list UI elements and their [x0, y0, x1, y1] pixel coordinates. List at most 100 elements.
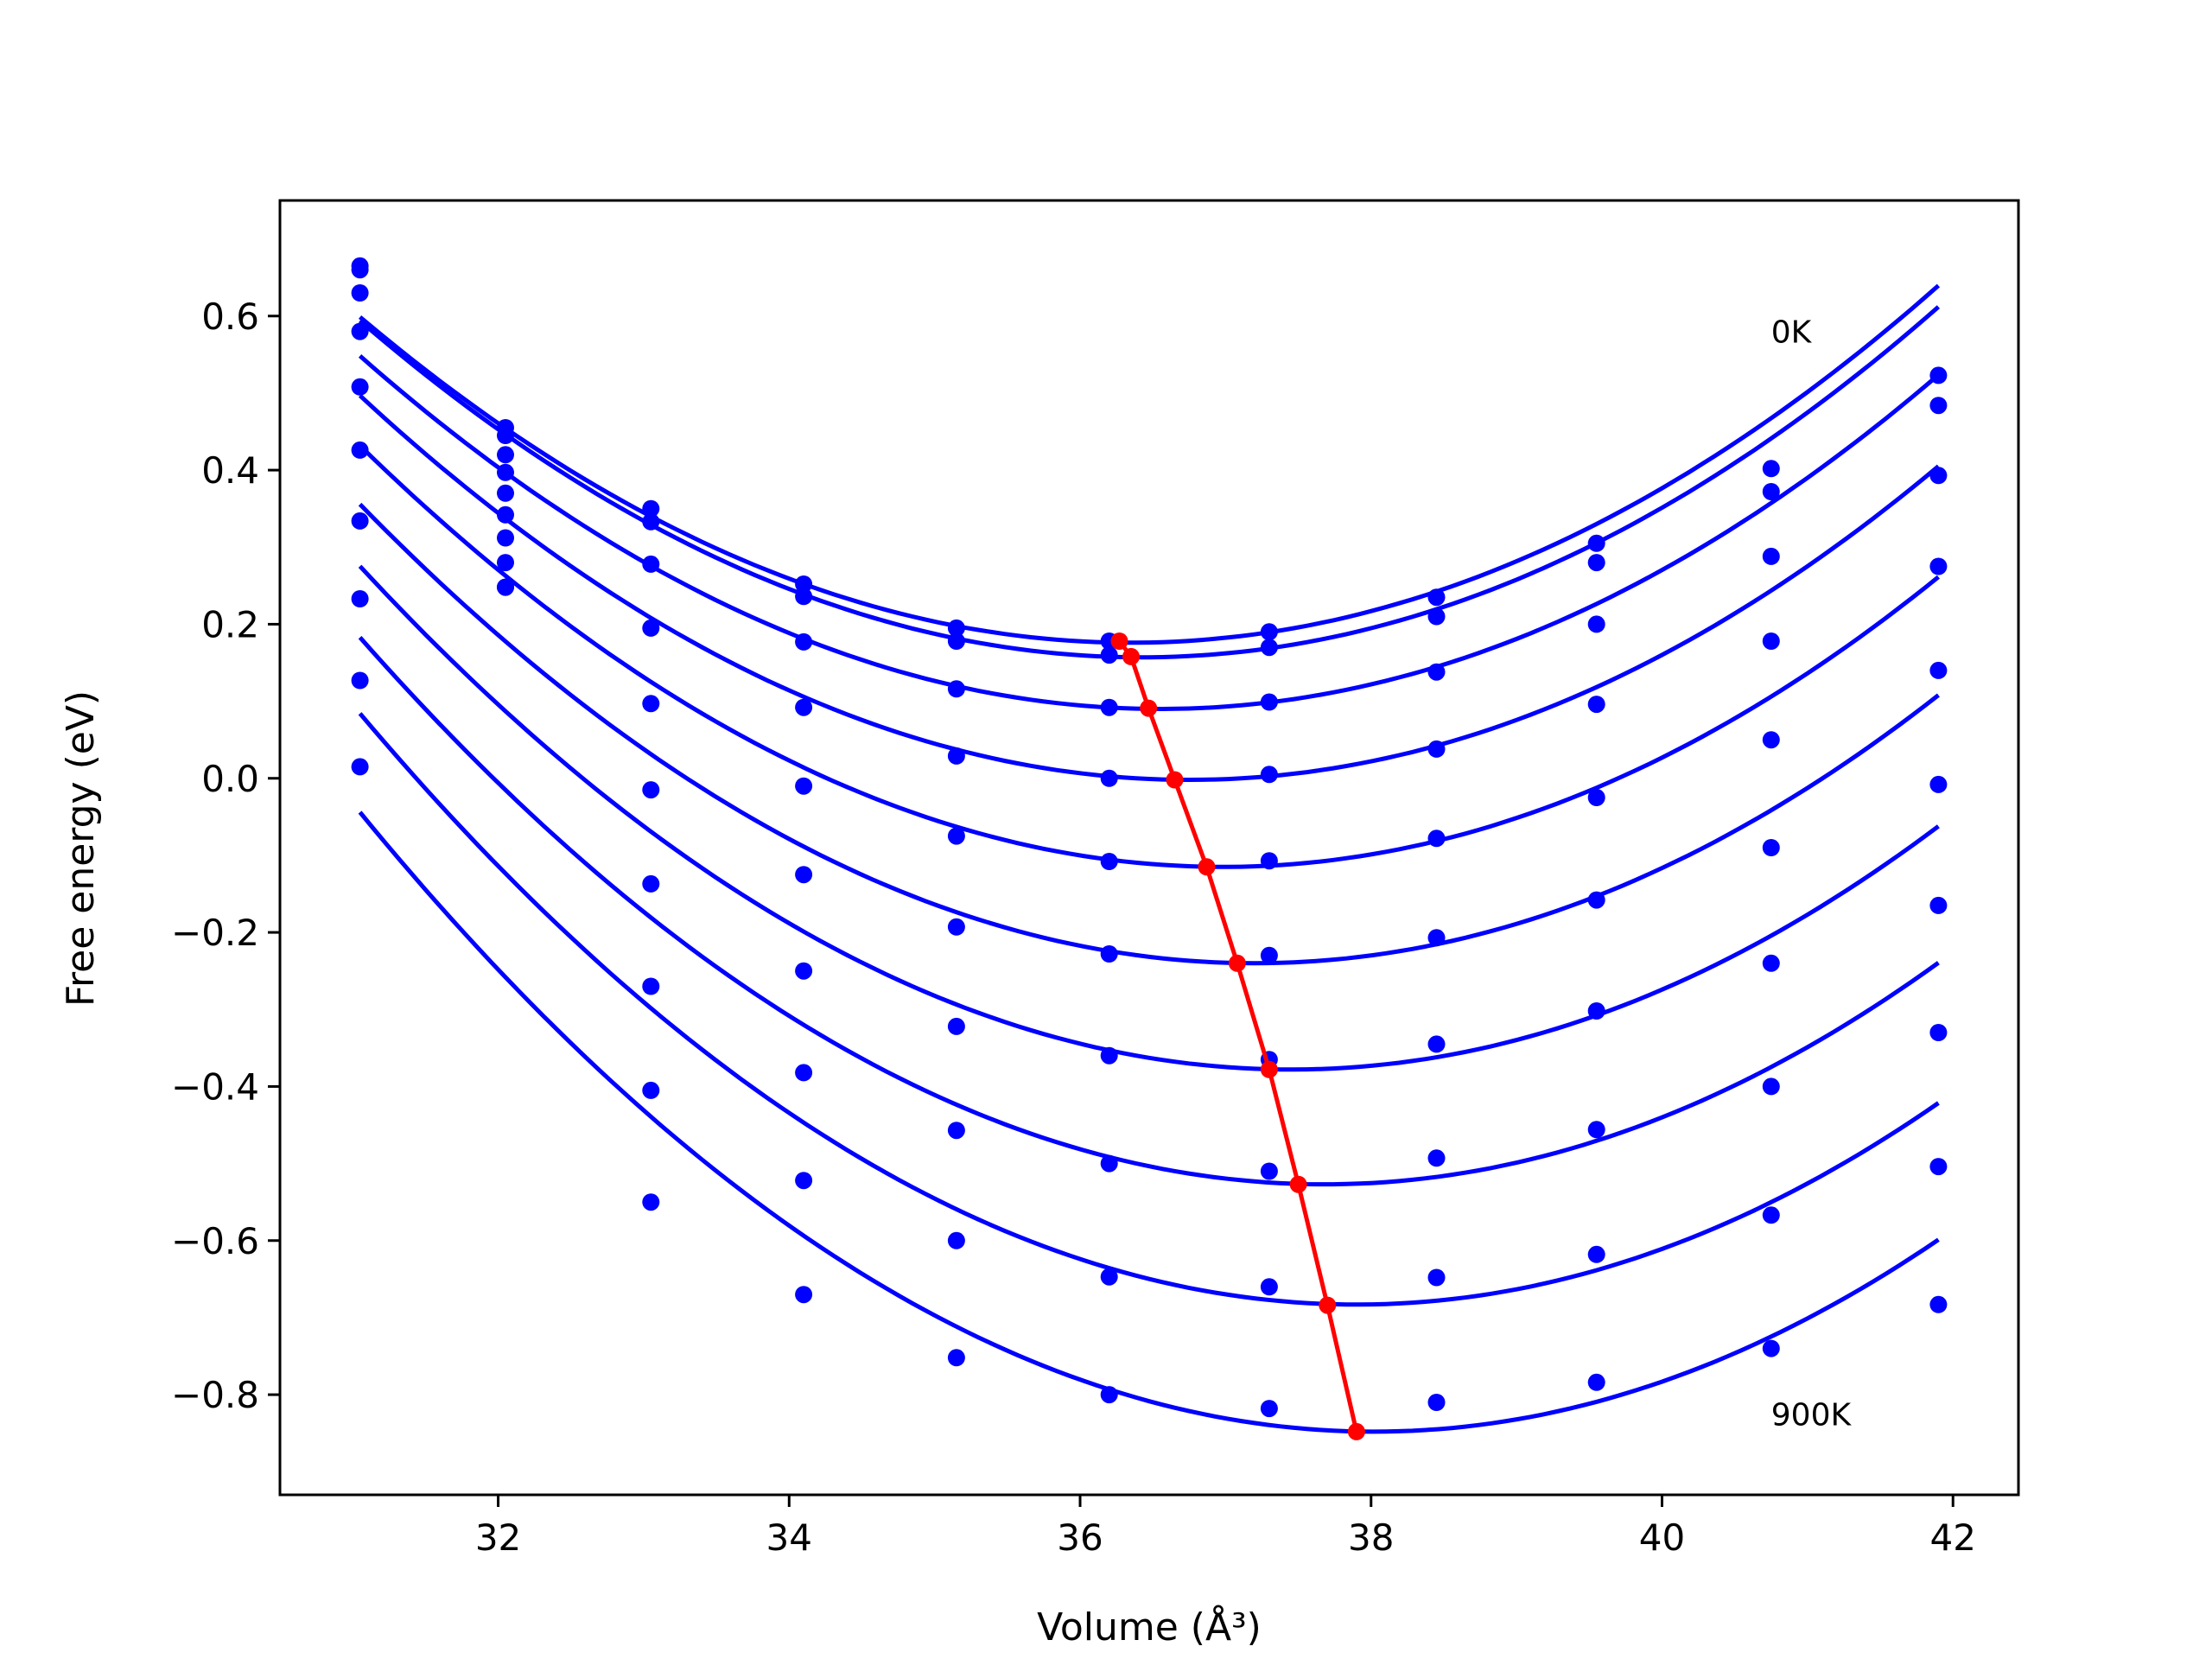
data-point [947, 1349, 965, 1367]
data-point [1260, 766, 1278, 784]
data-point [1260, 639, 1278, 657]
data-point [1762, 1206, 1780, 1224]
minimum-point [1260, 1060, 1278, 1078]
data-point [351, 512, 369, 530]
data-point [497, 427, 514, 444]
series-5 [351, 441, 1948, 966]
minima-layer [1110, 632, 1365, 1440]
data-point [947, 619, 965, 637]
data-point [795, 1064, 813, 1082]
data-point [947, 1122, 965, 1140]
series-9 [351, 578, 1948, 1434]
data-point [1427, 663, 1446, 681]
data-point [1427, 740, 1446, 758]
data-point [1427, 607, 1446, 626]
minima-line [1117, 639, 1359, 1433]
annotations: 0K 900K [1771, 315, 1853, 1433]
y-tick-label: 0.2 [201, 603, 259, 645]
data-point [1587, 891, 1605, 909]
data-point [1762, 839, 1780, 856]
series-6 [351, 512, 1948, 1072]
x-tick-label: 36 [1057, 1516, 1103, 1559]
data-point [497, 529, 514, 547]
x-tick-label: 38 [1348, 1516, 1394, 1559]
data-point [947, 1017, 965, 1035]
data-point [1929, 1295, 1948, 1313]
data-point [1762, 1339, 1780, 1357]
y-tick-label: −0.2 [171, 912, 259, 954]
data-point [1929, 896, 1948, 914]
data-point [642, 555, 660, 573]
data-point [351, 284, 369, 302]
data-point [1587, 789, 1605, 806]
data-point [1587, 696, 1605, 714]
series-7 [351, 554, 1948, 1187]
series-0 [351, 257, 1948, 650]
series-1 [351, 261, 1948, 664]
data-point [1587, 615, 1605, 633]
data-point [1427, 830, 1446, 848]
data-point [642, 512, 660, 531]
data-point [1762, 460, 1780, 478]
data-point [1587, 554, 1605, 572]
curve-annotation: 0K [1771, 315, 1813, 351]
data-point [1427, 588, 1446, 607]
x-tick-label: 32 [475, 1516, 521, 1559]
fit-curve-3 [358, 393, 1941, 783]
data-point [1100, 698, 1118, 716]
data-point [1100, 945, 1118, 963]
data-point [642, 499, 660, 518]
data-point [1929, 1024, 1948, 1041]
data-point [351, 671, 369, 690]
minimum-point [1198, 858, 1216, 876]
data-point [1100, 1386, 1118, 1404]
data-point [351, 322, 369, 340]
curve-annotation: 900K [1771, 1397, 1853, 1433]
data-point [1260, 852, 1278, 870]
data-point [1762, 1077, 1780, 1096]
series-layer [351, 257, 1948, 1434]
data-point [1260, 1278, 1278, 1296]
data-point [1587, 1121, 1605, 1139]
data-point [497, 505, 514, 524]
data-point [497, 578, 514, 596]
data-point [1427, 1394, 1446, 1411]
data-point [1427, 1149, 1446, 1167]
data-point [1427, 1268, 1446, 1287]
minimum-point [1166, 771, 1184, 789]
data-point [795, 962, 813, 980]
data-point [1762, 632, 1780, 650]
data-point [351, 441, 369, 459]
fit-curve-0 [358, 283, 1941, 645]
data-point [642, 619, 660, 637]
y-axis-label: Free energy (eV) [59, 690, 103, 1007]
data-point [642, 874, 660, 893]
x-tick-label: 42 [1930, 1516, 1976, 1559]
data-point [795, 1172, 813, 1190]
data-point [497, 484, 514, 502]
minimum-point [1228, 954, 1246, 972]
data-point [1762, 483, 1780, 500]
y-axis-ticks: 0.6 0.4 0.2 0.0 −0.2 −0.4 −0.6 −0.8 [171, 296, 280, 1416]
data-point [642, 977, 660, 995]
y-tick-label: −0.6 [171, 1220, 259, 1262]
data-point [947, 680, 965, 698]
data-point [795, 1286, 813, 1304]
data-point [1260, 623, 1278, 641]
x-axis-ticks: 32 34 36 38 40 42 [475, 1495, 1976, 1559]
y-tick-label: 0.0 [201, 758, 259, 800]
x-axis-label: Volume (Å³) [1037, 1604, 1262, 1649]
data-point [1762, 731, 1780, 749]
fit-curve-1 [358, 305, 1941, 660]
data-point [947, 918, 965, 936]
fit-curve-6 [358, 564, 1940, 1072]
data-point [1260, 946, 1278, 964]
data-point [947, 1231, 965, 1249]
data-point [497, 463, 514, 481]
plot-frame [278, 199, 2020, 1497]
data-point [1587, 1373, 1605, 1391]
data-point [1929, 557, 1948, 575]
data-point [1587, 1245, 1605, 1263]
